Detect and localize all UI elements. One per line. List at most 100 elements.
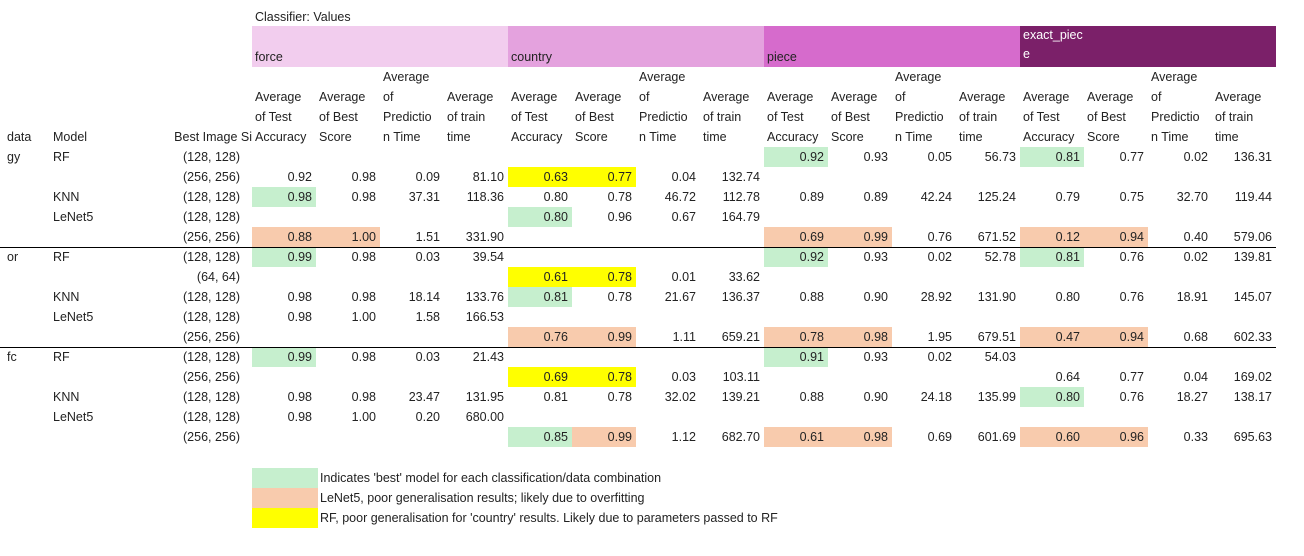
value-cell: 671.52 xyxy=(977,230,1016,244)
value-cell xyxy=(956,267,1020,287)
value-cell: 0.93 xyxy=(863,350,888,364)
value-cell xyxy=(1148,167,1212,187)
value-cell xyxy=(1148,267,1212,287)
value-cell: 1.00 xyxy=(316,227,380,247)
value-cell: 0.09 xyxy=(415,170,440,184)
value-cell xyxy=(1020,267,1084,287)
value-cell: 0.60 xyxy=(1020,427,1084,447)
metric-header: Average of Test Accuracy xyxy=(1023,90,1075,144)
value-cell: 0.80 xyxy=(1020,387,1084,407)
value-cell xyxy=(444,427,508,447)
image-size-cell: (128, 128) xyxy=(183,350,240,364)
group-band-piece xyxy=(764,26,1020,67)
value-cell: 0.98 xyxy=(351,390,376,404)
dataset-cell xyxy=(4,307,44,327)
value-cell xyxy=(700,247,764,267)
value-cell: 602.33 xyxy=(1233,330,1272,344)
value-cell xyxy=(892,167,956,187)
model-cell: LeNet5 xyxy=(53,210,94,224)
value-cell: 0.03 xyxy=(415,250,440,264)
model-cell xyxy=(50,267,130,287)
value-cell xyxy=(572,347,636,367)
value-cell: 18.14 xyxy=(408,290,440,304)
value-cell: 0.63 xyxy=(508,167,572,187)
value-cell xyxy=(508,227,572,247)
value-cell: 0.02 xyxy=(927,350,952,364)
dataset-cell xyxy=(4,427,44,447)
value-cell: 33.62 xyxy=(728,270,760,284)
legend-swatch-yellow xyxy=(252,508,318,528)
model-cell: RF xyxy=(53,150,70,164)
value-cell: 37.31 xyxy=(408,190,440,204)
value-cell: 0.76 xyxy=(1119,250,1144,264)
value-cell: 112.78 xyxy=(722,190,760,204)
value-cell xyxy=(636,147,700,167)
value-cell xyxy=(956,367,1020,387)
value-cell: 331.90 xyxy=(465,230,504,244)
value-cell: 680.00 xyxy=(465,410,504,424)
value-cell xyxy=(444,147,508,167)
image-size-cell: (256, 256) xyxy=(183,170,240,184)
metric-header: Average of Best Score xyxy=(575,90,622,144)
value-cell xyxy=(1148,407,1212,427)
value-cell xyxy=(380,427,444,447)
value-cell xyxy=(444,267,508,287)
image-size-cell: (128, 128) xyxy=(183,390,240,404)
value-cell: 1.58 xyxy=(415,310,440,324)
value-cell xyxy=(252,207,316,227)
value-cell xyxy=(380,367,444,387)
value-cell xyxy=(1020,167,1084,187)
value-cell: 0.98 xyxy=(287,410,312,424)
value-cell: 0.05 xyxy=(927,150,952,164)
value-cell xyxy=(636,227,700,247)
value-cell: 1.95 xyxy=(927,330,952,344)
value-cell: 0.12 xyxy=(1020,227,1084,247)
image-size-cell: (256, 256) xyxy=(183,330,240,344)
value-cell: 0.78 xyxy=(607,290,632,304)
value-cell: 0.98 xyxy=(828,327,892,347)
value-cell: 0.88 xyxy=(799,290,824,304)
value-cell xyxy=(316,427,380,447)
value-cell xyxy=(380,267,444,287)
metric-header: Average of Best Score xyxy=(1087,90,1134,144)
value-cell: 0.76 xyxy=(1119,290,1144,304)
value-cell: 0.77 xyxy=(1119,150,1144,164)
value-cell xyxy=(572,407,636,427)
value-cell xyxy=(1148,347,1212,367)
value-cell xyxy=(636,247,700,267)
value-cell: 0.92 xyxy=(764,247,828,267)
value-cell: 0.64 xyxy=(1055,370,1080,384)
value-cell: 0.98 xyxy=(351,350,376,364)
value-cell: 0.99 xyxy=(252,247,316,267)
value-cell xyxy=(636,307,700,327)
model-cell: LeNet5 xyxy=(53,410,94,424)
value-cell: 0.01 xyxy=(671,270,696,284)
metric-header: Average of Predictio n Time xyxy=(639,70,688,144)
value-cell xyxy=(316,267,380,287)
value-cell: 0.98 xyxy=(252,187,316,207)
value-cell: 0.03 xyxy=(671,370,696,384)
metric-header: Average of Predictio n Time xyxy=(383,70,432,144)
value-cell: 0.99 xyxy=(572,427,636,447)
value-cell: 0.76 xyxy=(927,230,952,244)
value-cell: 0.98 xyxy=(351,250,376,264)
value-cell xyxy=(1212,307,1276,327)
value-cell xyxy=(1084,347,1148,367)
value-cell: 0.02 xyxy=(1183,250,1208,264)
metric-header: Average of Predictio n Time xyxy=(895,70,944,144)
value-cell: 139.81 xyxy=(1233,250,1272,264)
value-cell xyxy=(828,367,892,387)
dataset-cell: or xyxy=(7,250,19,264)
value-cell xyxy=(1148,207,1212,227)
value-cell xyxy=(1148,307,1212,327)
value-cell xyxy=(572,247,636,267)
value-cell: 579.06 xyxy=(1233,230,1272,244)
group-label-exact-piece: exact_piece xyxy=(1023,28,1083,61)
value-cell: 0.77 xyxy=(1119,370,1144,384)
value-cell: 0.81 xyxy=(508,287,572,307)
value-cell: 54.03 xyxy=(984,350,1016,364)
value-cell: 0.96 xyxy=(1084,427,1148,447)
value-cell xyxy=(1084,267,1148,287)
metric-header: Average of Test Accuracy xyxy=(767,90,819,144)
value-cell: 0.88 xyxy=(799,390,824,404)
